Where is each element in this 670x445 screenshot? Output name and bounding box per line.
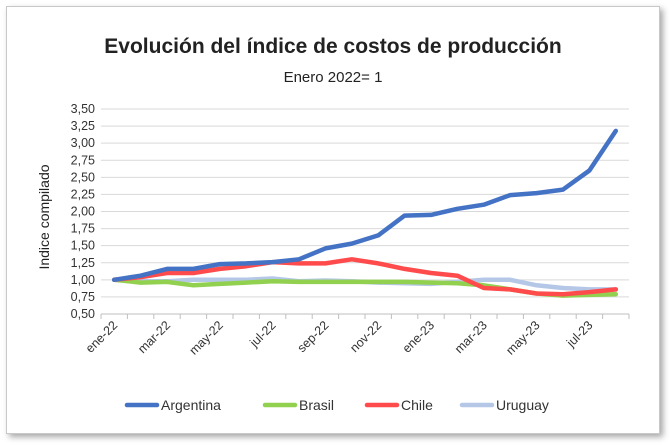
x-tick-label: sep-22 [295,318,332,355]
y-tick-label: 0,50 [71,307,95,321]
y-tick-label: 1,25 [71,256,95,270]
legend-label-chile: Chile [401,397,433,413]
chart-subtitle: Enero 2022= 1 [284,69,383,86]
y-axis-label: Indice compilado [36,164,52,269]
y-tick-label: 2,50 [71,170,95,184]
legend-label-uruguay: Uruguay [496,397,549,413]
x-tick-label: jul-22 [246,318,278,350]
x-tick-label: mar-22 [135,318,173,356]
axes: 0,50 0,75 1,00 1,25 1,50 1,75 2,00 2,25 2,50 2,75… [71,102,630,358]
y-tick-label: 1,75 [71,222,95,236]
y-tick-label: 2,75 [71,153,95,167]
chart-title: Evolución del índice de costos de produc… [104,35,561,58]
legend-label-argentina: Argentina [161,397,221,413]
x-tick-label: mar-23 [452,318,490,356]
series-line-argentina [111,128,619,283]
y-tick-label: 3,25 [71,119,95,133]
legend-label-brasil: Brasil [299,397,334,413]
x-tick-label: ene-22 [83,318,120,355]
y-tick-label: 3,50 [71,102,95,116]
series-lines [111,128,619,298]
x-tick-label: may-23 [503,318,542,357]
x-tick-label: jul-23 [563,318,595,350]
y-tick-label: 3,00 [71,136,95,150]
y-tick-label: 1,50 [71,239,95,253]
x-tick-label: nov-22 [347,318,384,355]
series-line-chile [111,257,619,297]
x-tick-label: ene-23 [400,318,437,355]
y-tick-label: 2,25 [71,187,95,201]
y-tick-label: 1,00 [71,273,95,287]
chart-frame: 0,50 0,75 1,00 1,25 1,50 1,75 2,00 2,25 2,50 2,75… [6,6,660,434]
line-chart: 0,50 0,75 1,00 1,25 1,50 1,75 2,00 2,25 2,50 2,75… [36,35,630,413]
y-tick-label: 0,75 [71,290,95,304]
legend: Argentina Brasil Chile Uruguay [124,397,549,413]
x-tick-label: may-22 [187,318,226,357]
y-tick-label: 2,00 [71,205,95,219]
